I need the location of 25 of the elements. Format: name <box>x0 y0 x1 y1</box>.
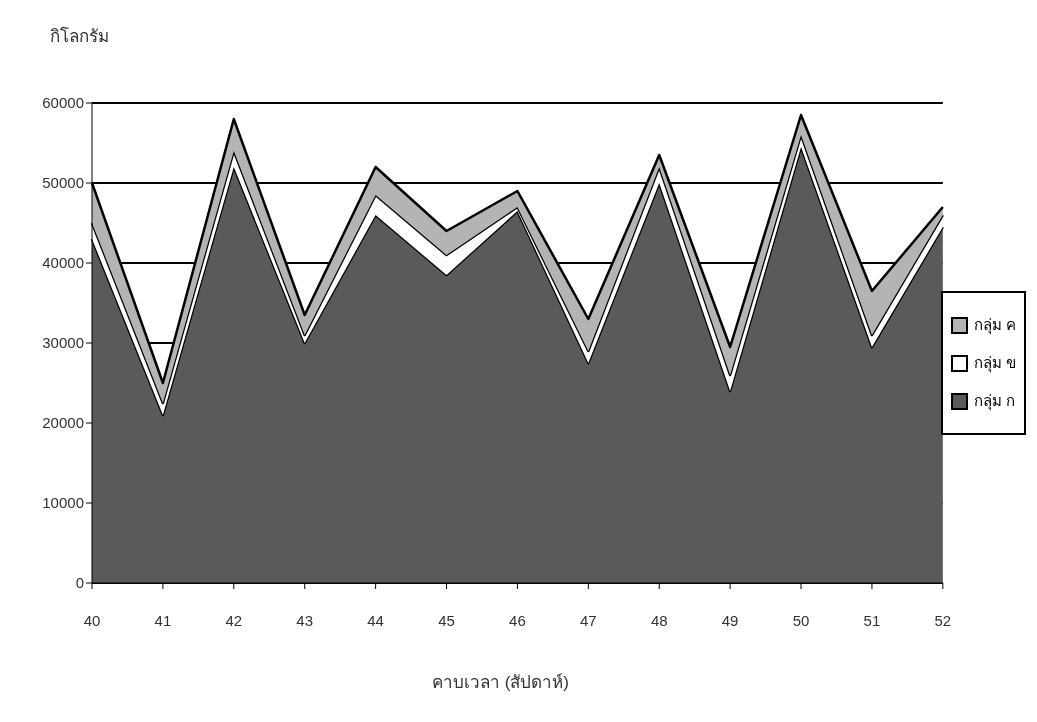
x-tick-label: 48 <box>650 611 668 629</box>
x-tick-label: 40 <box>83 611 101 629</box>
x-tick-label: 47 <box>579 611 597 629</box>
x-tick-label: 44 <box>367 611 384 629</box>
y-tick-label: 50000 <box>42 174 84 192</box>
legend-label: กลุ่ม ก <box>973 391 1015 413</box>
x-tick-label: 45 <box>438 611 455 629</box>
legend-label: กลุ่ม ข <box>973 353 1016 375</box>
x-tick-label: 52 <box>934 611 952 629</box>
x-tick-label: 46 <box>509 611 526 629</box>
y-tick-label: 20000 <box>42 414 84 432</box>
x-tick-label: 43 <box>296 611 314 629</box>
y-tick-label: 40000 <box>42 254 84 272</box>
y-axis-title: กิโลกรัม <box>50 25 109 48</box>
x-tick-label: 49 <box>721 611 739 629</box>
y-tick-label: 30000 <box>42 334 84 352</box>
x-tick-label: 51 <box>863 611 881 629</box>
x-tick-label: 42 <box>225 611 243 629</box>
x-tick-label: 41 <box>154 611 172 629</box>
legend-label: กลุ่ม ค <box>973 315 1016 337</box>
y-tick-label: 0 <box>75 574 84 592</box>
x-tick-label: 50 <box>792 611 810 629</box>
y-tick-label: 60000 <box>42 94 84 112</box>
x-axis-title: คาบเวลา (สัปดาห์) <box>430 672 570 694</box>
y-tick-label: 10000 <box>42 494 84 512</box>
